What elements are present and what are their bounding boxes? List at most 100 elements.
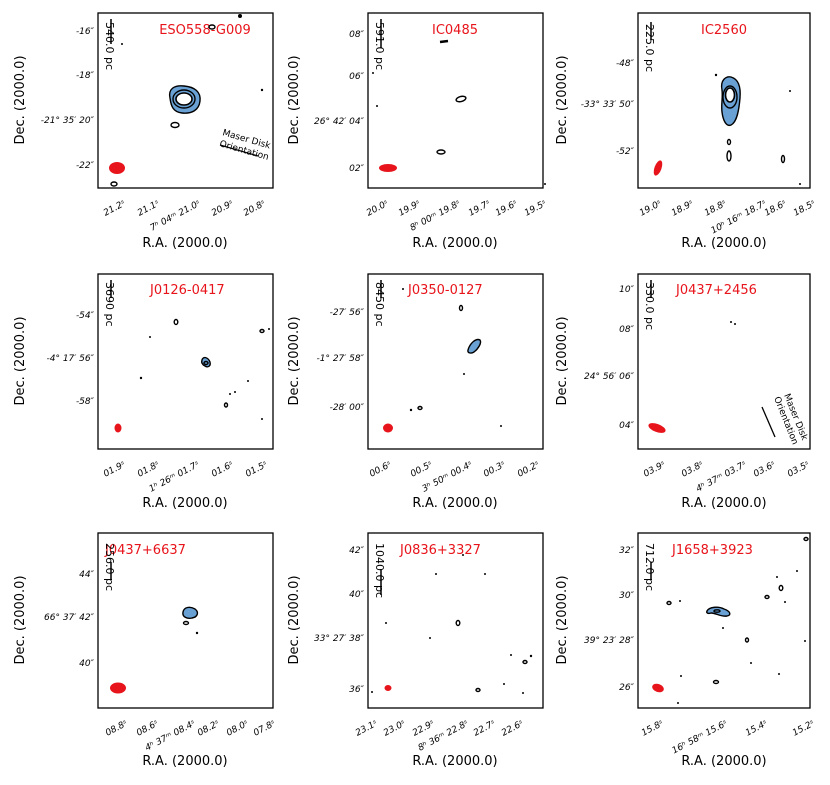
- dec-tick: 40″: [79, 659, 94, 669]
- y-axis-label: Dec. (2000.0): [287, 316, 302, 405]
- beam-ellipse: [383, 423, 393, 433]
- x-axis-label: R.A. (2000.0): [142, 236, 227, 251]
- panel-j1658-3923: J1658+3923 712.0 pc 32″ 30″: [555, 532, 816, 769]
- dec-tick: 30″: [619, 591, 634, 601]
- ra-tick: 03.6ˢ: [752, 460, 777, 480]
- ra-tick-labels: 08.8ˢ 08.6ˢ 4ʰ 37ᵐ 08.4ˢ 08.2ˢ 08.0ˢ 07.…: [104, 719, 277, 754]
- ra-tick: 00.5ˢ: [409, 460, 434, 480]
- dec-tick: 08″: [619, 325, 634, 335]
- x-axis-label: R.A. (2000.0): [681, 496, 766, 511]
- ra-tick: 01.8ˢ: [136, 460, 161, 480]
- dec-tick-labels: 10″ 08″ 24° 56′ 06″ 04″: [584, 285, 635, 431]
- ra-tick-labels: 19.0ˢ 18.9ˢ 18.8ˢ 10ʰ 16ᵐ 18.7ˢ 18.6ˢ 18…: [638, 199, 817, 237]
- ra-tick: 18.6ˢ: [763, 199, 788, 219]
- ra-tick-labels: 23.1ˢ 23.0ˢ 22.9ˢ 8ʰ 36ᵐ 22.8ˢ 22.7ˢ 22.…: [354, 719, 525, 754]
- dec-tick: -4° 17′ 56″: [46, 354, 94, 364]
- panel-ic2560: IC2560 225.0 pc -48″ -33° 33′ 50″ -52″ 1…: [555, 12, 817, 251]
- dec-tick: 26″: [619, 683, 634, 693]
- beam-ellipse: [109, 162, 125, 174]
- ra-tick: 03.8ˢ: [680, 460, 705, 480]
- beam-ellipse: [648, 423, 666, 433]
- beam-ellipse: [110, 682, 126, 694]
- ra-tick: 18.8ˢ: [703, 199, 728, 219]
- dec-tick: -1° 27′ 58″: [316, 354, 364, 364]
- y-axis-label: Dec. (2000.0): [13, 55, 28, 144]
- ra-tick-labels: 03.9ˢ 03.8ˢ 4ʰ 37ᵐ 03.7ˢ 03.6ˢ 03.5ˢ: [642, 460, 811, 495]
- contour-source: [110, 14, 264, 187]
- panel-title: J0126-0417: [149, 283, 225, 298]
- ra-tick: 19.0ˢ: [638, 199, 663, 219]
- ra-tick: 20.8ˢ: [242, 199, 267, 219]
- contour-source: [139, 318, 270, 420]
- panel-title: J0836+3327: [399, 543, 481, 558]
- dec-tick: 40″: [349, 590, 364, 600]
- ra-tick: 08.2ˢ: [196, 719, 221, 739]
- contour-source: [182, 606, 199, 635]
- dec-tick-labels: 08″ 06″ 26° 42′ 04″ 02″: [314, 30, 365, 174]
- scale-bar-label: 540.0 pc: [103, 22, 116, 70]
- dec-tick: 10″: [619, 285, 634, 295]
- contour-source: [714, 73, 801, 185]
- dec-tick: 06″: [349, 72, 364, 82]
- ra-tick: 19.7ˢ: [467, 199, 492, 219]
- ra-tick: 08.6ˢ: [135, 719, 160, 739]
- ra-tick: 07.8ˢ: [252, 719, 277, 739]
- panel-title: J0437+6637: [104, 543, 186, 558]
- dec-tick: -28′ 00″: [330, 403, 365, 413]
- ra-tick-labels: 01.9ˢ 01.8ˢ 1ʰ 26ᵐ 01.7ˢ 01.6ˢ 01.5ˢ: [102, 460, 269, 495]
- ra-tick: 20.9ˢ: [210, 199, 235, 219]
- ra-tick: 03.5ˢ: [786, 460, 811, 480]
- ra-tick: 01.6ˢ: [210, 460, 235, 480]
- ra-tick: 15.8ˢ: [640, 719, 665, 739]
- panel-j0437-2456: J0437+2456 330.0 pc Maser Disk Orientati…: [555, 273, 811, 511]
- panel-title: IC2560: [701, 23, 747, 38]
- ra-tick: 03.9ˢ: [642, 460, 667, 480]
- scale-bar-label: 712.0 pc: [643, 543, 656, 591]
- dec-tick: -52″: [616, 147, 635, 157]
- dec-tick: -22″: [76, 161, 95, 171]
- dec-tick: 32″: [619, 546, 634, 556]
- plot-frame: [97, 532, 274, 709]
- ra-tick-labels: 00.6ˢ 00.5ˢ 3ʰ 50ᵐ 00.4ˢ 00.3ˢ 00.2ˢ: [368, 460, 541, 495]
- ra-tick: 22.7ˢ: [472, 719, 497, 739]
- dec-tick: 42″: [349, 546, 364, 556]
- scale-bar-label: 3690 pc: [103, 282, 116, 327]
- dec-tick: 08″: [349, 30, 364, 40]
- x-axis-label: R.A. (2000.0): [412, 236, 497, 251]
- plot-frame: [367, 273, 544, 450]
- y-axis-label: Dec. (2000.0): [555, 575, 570, 664]
- panel-title: J1658+3923: [671, 543, 753, 558]
- ra-tick: 21.1ˢ: [136, 199, 161, 219]
- panel-j0126-0417: J0126-0417 3690 pc -54″ -4° 17′ 56″ -58″…: [13, 273, 274, 511]
- dec-tick-labels: 42″ 40″ 33° 27′ 38″ 36″: [314, 546, 365, 695]
- dec-tick-labels: -16″ -18″ -21° 35′ 20″ -22″: [41, 27, 95, 171]
- panel-title: ESO558-G009: [159, 23, 251, 38]
- ra-tick-labels: 15.8ˢ 16ʰ 58ᵐ 15.6ˢ 15.4ˢ 15.2ˢ: [640, 719, 816, 757]
- panel-j0350-0127: J0350-0127 8450 pc -27′ 56″ -1° 27′ 58″ …: [287, 273, 544, 511]
- ra-tick: 15.2ˢ: [791, 719, 816, 739]
- panel-eso558-g009: ESO558-G009 540.0 pc Maser Disk Orientat…: [13, 12, 274, 251]
- dec-tick: -33° 33′ 50″: [581, 100, 635, 110]
- ra-tick-labels: 20.0ˢ 19.9ˢ 8ʰ 00ᵐ 19.8ˢ 19.7ˢ 19.6ˢ 19.…: [365, 199, 548, 234]
- contour-source: [666, 536, 809, 704]
- dec-tick: -16″: [76, 27, 95, 37]
- ra-tick: 22.6ˢ: [500, 719, 525, 739]
- y-axis-label: Dec. (2000.0): [555, 316, 570, 405]
- dec-tick: 66° 37′ 42″: [44, 613, 95, 623]
- panel-title: J0350-0127: [407, 283, 483, 298]
- dec-tick-labels: -54″ -4° 17′ 56″ -58″: [46, 311, 94, 407]
- dec-tick-labels: 32″ 30″ 39° 23′ 28″ 26″: [584, 546, 635, 693]
- dec-tick: 04″: [619, 421, 634, 431]
- y-axis-label: Dec. (2000.0): [287, 575, 302, 664]
- scale-bar-label: 330.0 pc: [643, 282, 656, 330]
- ra-tick: 19.9ˢ: [397, 199, 422, 219]
- dec-tick: 02″: [349, 164, 364, 174]
- scale-bar-label: 1040.0 pc: [373, 543, 386, 598]
- beam-ellipse: [379, 164, 397, 172]
- dec-tick: 24° 56′ 06″: [584, 372, 635, 382]
- x-axis-label: R.A. (2000.0): [412, 754, 497, 769]
- ra-tick: 16ʰ 58ᵐ 15.6ˢ: [671, 719, 730, 757]
- contour-source: [372, 39, 546, 185]
- dec-tick: 33° 27′ 38″: [314, 634, 365, 644]
